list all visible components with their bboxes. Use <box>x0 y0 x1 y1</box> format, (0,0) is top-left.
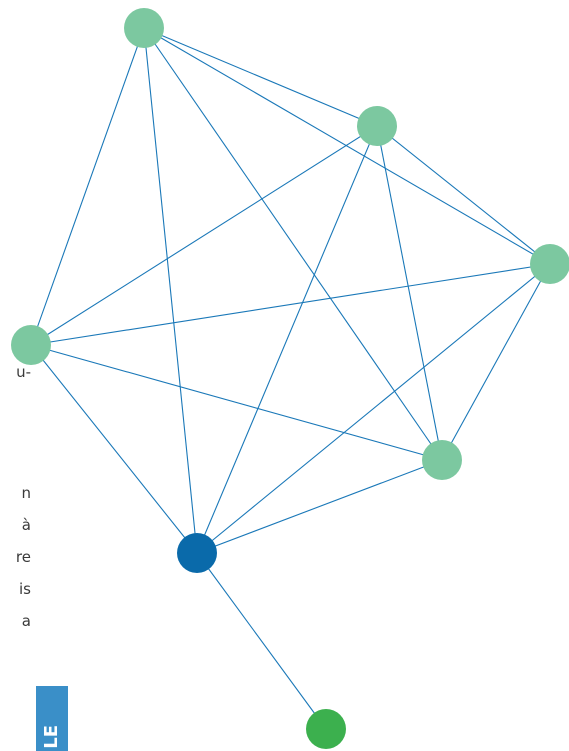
text-fragment-1: u- <box>16 363 31 381</box>
edge-n4-n5 <box>30 344 443 461</box>
node-n1 <box>124 8 164 48</box>
node-n6 <box>177 533 217 573</box>
edge-n3-n5 <box>441 263 551 461</box>
text-fragment-3: à <box>21 516 31 534</box>
edge-n1-n3 <box>143 27 551 265</box>
edge-n1-n4 <box>30 27 145 346</box>
edge-n3-n6 <box>196 263 551 554</box>
edges-layer <box>30 27 551 730</box>
text-fragment-5: is <box>19 580 31 598</box>
text-fragment-2: n <box>21 484 31 502</box>
edge-n3-n4 <box>30 263 551 346</box>
text-fragment-4: re <box>15 548 31 566</box>
edge-n2-n4 <box>30 125 378 346</box>
edge-n1-n2 <box>143 27 378 127</box>
edge-n6-n7 <box>196 552 327 730</box>
edge-n2-n5 <box>376 125 443 461</box>
edge-n4-n6 <box>30 344 198 554</box>
edge-n5-n6 <box>196 459 443 554</box>
edge-n2-n6 <box>196 125 378 554</box>
node-n2 <box>357 106 397 146</box>
node-n5 <box>422 440 462 480</box>
edge-n1-n5 <box>143 27 443 461</box>
side-tab-label: LE <box>41 725 62 749</box>
edge-n2-n3 <box>376 125 551 265</box>
node-n7 <box>306 709 346 749</box>
node-n4 <box>11 325 51 365</box>
text-fragment-6: a <box>21 612 31 630</box>
side-tab: LE <box>36 686 68 751</box>
node-n3 <box>530 244 569 284</box>
nodes-layer <box>11 8 569 749</box>
edge-n1-n6 <box>143 27 198 554</box>
